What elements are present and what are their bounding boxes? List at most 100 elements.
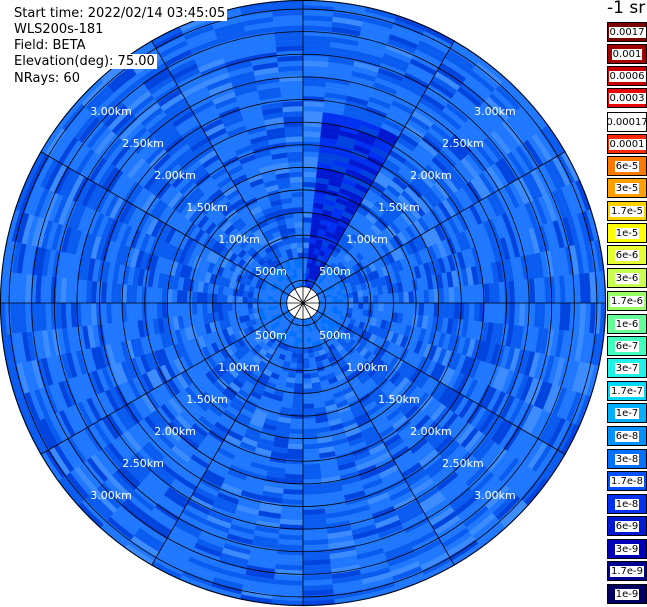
legend-entry: 0.001 bbox=[607, 44, 647, 64]
range-gate-cell bbox=[291, 191, 304, 198]
range-gate-cell bbox=[126, 302, 133, 322]
legend-entry: 6e-8 bbox=[607, 426, 647, 446]
range-gate-cell bbox=[201, 302, 208, 314]
range-gate-cell bbox=[302, 483, 323, 491]
range-gate-cell bbox=[302, 448, 320, 455]
legend-entry: 6e-9 bbox=[607, 516, 647, 536]
range-gate-cell bbox=[302, 191, 315, 198]
legend-entry: 3e-7 bbox=[607, 358, 647, 378]
range-gate-cell bbox=[302, 161, 318, 168]
range-gate-cell bbox=[242, 302, 248, 310]
range-gate-cell bbox=[483, 283, 491, 304]
range-gate-cell bbox=[284, 473, 304, 480]
range-gate-cell bbox=[292, 398, 304, 405]
legend-entry-label: 6e-5 bbox=[614, 160, 640, 172]
legend-entry-label: 3e-8 bbox=[614, 453, 640, 465]
range-gate-cell bbox=[126, 284, 133, 304]
legend-entry-label: 6e-9 bbox=[614, 520, 640, 532]
range-gate-cell bbox=[196, 302, 203, 315]
range-gate-cell bbox=[283, 115, 304, 123]
range-gate-cell bbox=[302, 327, 307, 334]
range-gate-cell bbox=[295, 237, 304, 243]
range-gate-cell bbox=[284, 131, 304, 138]
legend-entry: 0.0006 bbox=[607, 66, 647, 86]
legend-entry: 1e-8 bbox=[607, 494, 647, 514]
legend-entry-label: 1.7e-7 bbox=[609, 385, 645, 397]
range-label: 2.00km bbox=[154, 169, 196, 182]
range-gate-cell bbox=[302, 201, 314, 208]
range-gate-cell bbox=[297, 348, 304, 354]
range-gate-cell bbox=[282, 110, 304, 118]
range-gate-cell bbox=[146, 302, 153, 320]
range-gate-cell bbox=[302, 171, 317, 178]
range-gate-cell bbox=[242, 296, 248, 304]
range-gate-cell bbox=[302, 443, 319, 450]
range-gate-cell bbox=[423, 302, 430, 317]
legend-entry: 1e-6 bbox=[607, 314, 647, 334]
range-gate-cell bbox=[438, 302, 445, 318]
range-gate-cell bbox=[298, 337, 304, 344]
range-gate-cell bbox=[423, 289, 430, 304]
legend-entry: 0.0017 bbox=[607, 22, 647, 42]
legend-entry-label: 1.7e-5 bbox=[609, 205, 645, 217]
range-gate-cell bbox=[267, 302, 274, 307]
range-gate-cell bbox=[191, 302, 198, 315]
nrays-label: NRays: 60 bbox=[14, 71, 80, 86]
azimuth-spoke bbox=[302, 151, 566, 304]
range-label: 1.00km bbox=[346, 233, 388, 246]
range-gate-cell bbox=[302, 378, 312, 384]
range-gate-cell bbox=[488, 282, 496, 304]
range-gate-cell bbox=[302, 206, 314, 213]
ppi-plot: 500m 500m 500m 500m 1.00km 1.00km 1.00km 1.00km… bbox=[0, 0, 607, 607]
range-gate-cell bbox=[131, 284, 138, 304]
range-gate-cell bbox=[290, 181, 304, 188]
range-gate-cell bbox=[289, 176, 304, 183]
range-gate-cell bbox=[302, 373, 312, 379]
range-gate-cell bbox=[378, 302, 384, 312]
field-label: Field: BETA bbox=[12, 38, 88, 53]
range-gate-cell bbox=[289, 171, 304, 178]
range-gate-cell bbox=[332, 299, 339, 304]
range-gate-cell bbox=[302, 227, 312, 233]
range-gate-cell bbox=[294, 378, 304, 384]
legend-entry-label: 0.0003 bbox=[608, 92, 646, 104]
legend-entry-label: 6e-8 bbox=[614, 430, 640, 442]
range-gate-cell bbox=[302, 473, 322, 480]
range-gate-cell bbox=[291, 196, 304, 203]
range-label: 2.00km bbox=[410, 425, 452, 438]
range-gate-cell bbox=[171, 289, 178, 304]
range-gate-cell bbox=[302, 136, 321, 143]
range-gate-cell bbox=[302, 151, 320, 158]
range-gate-cell bbox=[286, 151, 304, 158]
legend-entry: 1.7e-7 bbox=[607, 381, 647, 401]
azimuth-spoke bbox=[302, 40, 455, 304]
range-gate-cell bbox=[428, 289, 435, 304]
range-gate-cell bbox=[176, 302, 183, 317]
start-time-label: Start time: 2022/02/14 03:45:05 bbox=[12, 6, 228, 21]
range-gate-cell bbox=[398, 302, 405, 314]
legend-entry-label: 3e-6 bbox=[614, 272, 640, 284]
instrument-label: WLS200s-181 bbox=[12, 22, 106, 37]
range-label: 1.50km bbox=[378, 201, 420, 214]
legend-entry: 3e-9 bbox=[607, 539, 647, 559]
range-gate-cell bbox=[473, 302, 480, 322]
range-gate-cell bbox=[136, 302, 143, 321]
range-label: 1.00km bbox=[218, 361, 260, 374]
range-gate-cell bbox=[299, 272, 304, 279]
range-gate-cell bbox=[302, 337, 308, 344]
range-label: 1.00km bbox=[218, 233, 260, 246]
range-gate-cell bbox=[156, 302, 163, 319]
range-gate-cell bbox=[302, 131, 322, 138]
range-gate-cell bbox=[443, 302, 450, 319]
range-gate-cell bbox=[247, 308, 254, 315]
range-gate-cell bbox=[383, 302, 390, 313]
range-gate-cell bbox=[302, 237, 311, 243]
range-gate-cell bbox=[115, 302, 123, 323]
legend-entry-label: 6e-6 bbox=[614, 249, 640, 261]
legend-entry-label: 1e-6 bbox=[614, 318, 640, 330]
legend-entry: 1.7e-8 bbox=[607, 471, 647, 491]
azimuth-spokes bbox=[0, 0, 606, 606]
range-gate-cell bbox=[302, 332, 307, 339]
range-gate-cell bbox=[151, 286, 158, 304]
range-gate-cell bbox=[297, 353, 304, 359]
